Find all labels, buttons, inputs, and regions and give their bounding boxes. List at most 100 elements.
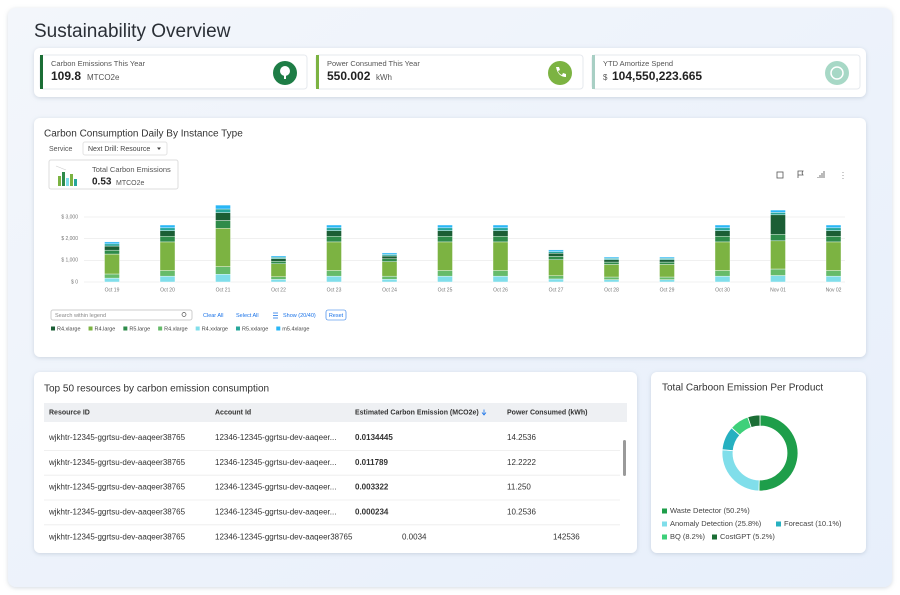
summary-label: Total Carbon Emissions xyxy=(92,165,171,174)
reset-button[interactable] xyxy=(325,309,347,321)
table-cell: 0.000234 xyxy=(355,508,389,517)
bar-segment xyxy=(159,230,176,237)
legend-label[interactable]: Waste Detector (50.2%) xyxy=(670,506,750,515)
legend-swatch[interactable] xyxy=(712,534,717,540)
bar-segment xyxy=(492,275,509,283)
tool-calendar[interactable] xyxy=(776,171,784,179)
bar-segment xyxy=(437,275,453,283)
legend-label[interactable]: Forecast (10.1%) xyxy=(784,519,842,528)
tool-flag[interactable] xyxy=(797,170,804,178)
x-tick-label: Oct 22 xyxy=(271,287,286,293)
legend-label[interactable]: R4.xlarge xyxy=(164,326,188,332)
legend-swatch[interactable] xyxy=(51,326,55,331)
legend-swatch[interactable] xyxy=(776,521,781,527)
drill-label: Next Drill: Resource xyxy=(88,146,150,153)
bar-segment xyxy=(603,261,620,265)
bar-segment xyxy=(381,258,398,262)
kpi-card: YTD Amortize Spend $ 104,550,223.665 xyxy=(591,54,861,90)
kpi-unit: MTCO2e xyxy=(87,73,120,82)
legend-swatch[interactable] xyxy=(158,326,163,331)
drill-dropdown[interactable] xyxy=(82,141,168,156)
clear-all[interactable]: Clear All xyxy=(203,313,223,319)
legend-swatch[interactable] xyxy=(195,326,200,331)
kpi-card: Carbon Emissions This Year 109.8 MTCO2e xyxy=(39,54,308,90)
column-header: Account Id xyxy=(215,409,251,416)
table-cell: 12346-12345-ggrtsu-dev-aaqeer38765 xyxy=(215,532,353,541)
bar-segment xyxy=(825,224,842,229)
table-cell: 12346-12345-ggrtsu-dev-aaqeer... xyxy=(215,508,336,517)
bar-segment xyxy=(548,249,564,252)
legend-swatch[interactable] xyxy=(662,508,667,514)
kpi-accent xyxy=(40,55,43,89)
bar-segment xyxy=(326,230,342,237)
legend-swatch[interactable] xyxy=(88,326,93,331)
bar-segment xyxy=(326,275,342,283)
search-icon xyxy=(181,312,187,317)
bar-segment xyxy=(437,227,453,231)
x-tick-label: Oct 30 xyxy=(715,287,730,293)
legend-label[interactable]: R5.large xyxy=(129,326,150,332)
y-tick-label: $ 1,000 xyxy=(61,258,78,264)
bar-segment xyxy=(492,270,509,277)
bar-segment xyxy=(659,264,675,278)
legend-label[interactable]: R5.xxlarge xyxy=(242,326,268,332)
legend-label[interactable]: Anomaly Detection (25.8%) xyxy=(670,519,762,528)
x-tick-label: Oct 28 xyxy=(604,287,619,293)
bar-segment xyxy=(381,261,398,277)
legend-label[interactable]: R4.large xyxy=(95,326,116,332)
legend-label[interactable]: BQ (8.2%) xyxy=(670,532,706,541)
table-cell: 0.0134445 xyxy=(355,433,393,442)
legend-swatch[interactable] xyxy=(662,521,667,527)
legend-label[interactable]: m5.4xlarge xyxy=(282,326,309,332)
legend-label[interactable]: CostGPT (5.2%) xyxy=(720,532,775,541)
bar-segment xyxy=(825,236,842,243)
legend-swatch[interactable] xyxy=(123,326,128,331)
column-header: Power Consumed (kWh) xyxy=(507,409,588,416)
bar-segment xyxy=(714,224,731,229)
donut-slice[interactable] xyxy=(747,414,761,428)
filter-label[interactable]: Service xyxy=(49,146,72,153)
icon-part xyxy=(556,67,566,77)
bar-segment xyxy=(215,274,231,283)
kpi-icon xyxy=(548,61,572,85)
bar-segment xyxy=(437,230,453,237)
scrollbar[interactable] xyxy=(623,440,626,476)
bar-segment xyxy=(437,270,453,277)
bar-segment xyxy=(270,261,287,265)
legend-label[interactable]: R4.xlarge xyxy=(57,326,81,332)
show-count[interactable]: Show (20/40) xyxy=(283,313,316,319)
legend-swatch[interactable] xyxy=(662,534,667,540)
tool-bars[interactable] xyxy=(817,171,825,178)
x-tick-label: Nov 02 xyxy=(826,287,842,293)
table-cell: 0.0034 xyxy=(402,532,427,541)
bar-segment xyxy=(437,241,453,271)
bar-segment xyxy=(104,273,120,279)
bar-segment xyxy=(104,241,120,245)
bar-segment xyxy=(714,236,731,243)
legend-swatch[interactable] xyxy=(276,326,281,331)
bar-segment xyxy=(825,270,842,277)
x-tick-label: Oct 21 xyxy=(216,287,231,293)
summary-unit: MTCO2e xyxy=(116,180,145,187)
kpi-value: 550.002 xyxy=(327,69,371,83)
donut-chart: Waste Detector (50.2%) Anomaly Detection … xyxy=(662,414,842,541)
bar-segment xyxy=(381,275,398,280)
bar-segment xyxy=(603,259,620,263)
legend-swatch[interactable] xyxy=(235,326,240,331)
kpi-card: Power Consumed This Year 550.002 kWh xyxy=(315,54,584,90)
select-all[interactable]: Select All xyxy=(236,313,259,319)
legend-search[interactable] xyxy=(50,309,193,321)
bar-segment xyxy=(492,224,509,229)
legend-label[interactable]: R4.xxlarge xyxy=(202,326,228,332)
bar-segment xyxy=(326,241,342,271)
icon-part xyxy=(58,176,61,186)
column-header[interactable]: Estimated Carbon Emission (MCO2e) xyxy=(355,409,479,416)
icon-part xyxy=(280,66,290,76)
sort-arrow[interactable] xyxy=(481,409,487,416)
x-tick-label: Oct 19 xyxy=(105,287,120,293)
table-cell: 12346-12345-ggrtsu-dev-aaqeer... xyxy=(215,458,336,467)
bar-segment xyxy=(492,227,509,231)
bar-segment xyxy=(270,276,287,280)
page-title: Sustainability Overview xyxy=(34,21,231,42)
x-tick-label: Oct 27 xyxy=(549,287,564,293)
